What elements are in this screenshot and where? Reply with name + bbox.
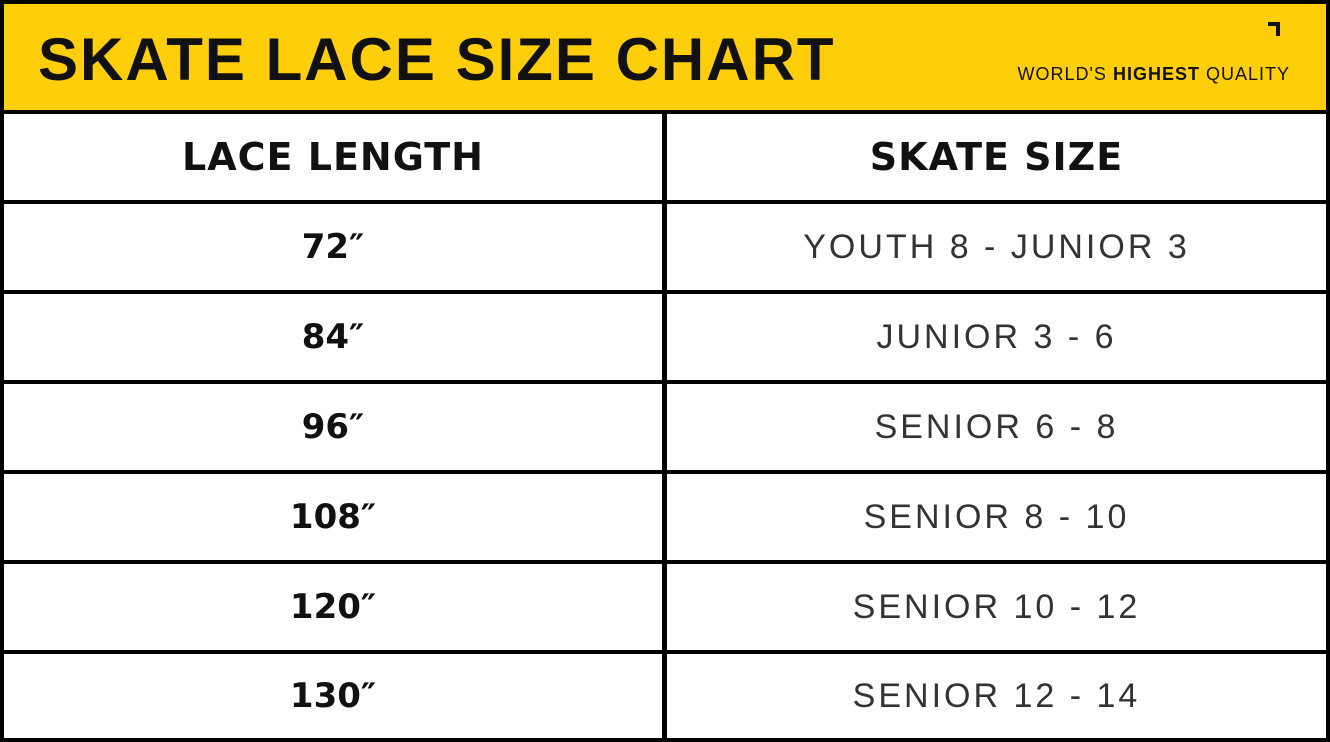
table-cell-skate-size: SENIOR 6 - 8 <box>667 384 1326 470</box>
table-cell-lace-length: 84″ <box>4 294 662 380</box>
tagline-prefix: WORLD'S <box>1017 64 1113 84</box>
column-header-lace-length: LACE LENGTH <box>4 114 662 200</box>
table-cell-skate-size: JUNIOR 3 - 6 <box>667 294 1326 380</box>
tagline: WORLD'S HIGHEST QUALITY <box>1018 64 1291 85</box>
table-cell-lace-length: 108″ <box>4 474 662 560</box>
corner-bracket-icon <box>1268 22 1280 36</box>
chart-title: SKATE LACE SIZE CHART <box>38 26 836 93</box>
table-cell-lace-length: 96″ <box>4 384 662 470</box>
table-cell-skate-size: SENIOR 10 - 12 <box>667 564 1326 650</box>
table-cell-skate-size: SENIOR 12 - 14 <box>667 654 1326 738</box>
column-header-skate-size: SKATE SIZE <box>667 114 1326 200</box>
table-cell-lace-length: 130″ <box>4 654 662 738</box>
title-banner: SKATE LACE SIZE CHART WORLD'S HIGHEST QU… <box>4 4 1326 110</box>
table-cell-skate-size: SENIOR 8 - 10 <box>667 474 1326 560</box>
table-cell-skate-size: YOUTH 8 - JUNIOR 3 <box>667 204 1326 290</box>
tagline-suffix: QUALITY <box>1199 64 1290 84</box>
table-cell-lace-length: 72″ <box>4 204 662 290</box>
table-cell-lace-length: 120″ <box>4 564 662 650</box>
tagline-bold: HIGHEST <box>1112 64 1200 84</box>
